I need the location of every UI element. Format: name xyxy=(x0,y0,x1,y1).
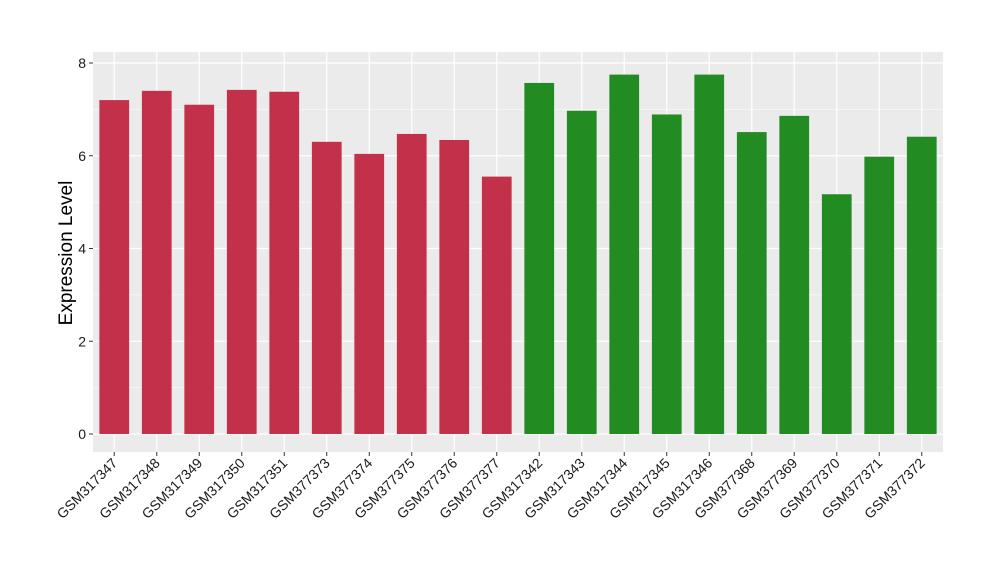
bar-GSM377375 xyxy=(396,133,427,435)
y-axis-title: Expression Level xyxy=(56,181,77,326)
bar-GSM317342 xyxy=(524,82,555,434)
y-tick-label: 4 xyxy=(78,241,86,257)
bar-GSM317346 xyxy=(694,74,725,434)
bar-GSM317345 xyxy=(651,114,682,434)
y-tick-label: 8 xyxy=(78,55,86,71)
bar-GSM317351 xyxy=(269,91,300,434)
bar-GSM317350 xyxy=(226,89,257,435)
y-axis: 0 2 4 6 8 xyxy=(78,55,93,442)
bar-GSM317347 xyxy=(99,100,130,434)
bar-GSM377369 xyxy=(779,115,810,435)
bar-GSM377370 xyxy=(821,194,852,434)
bar-GSM377377 xyxy=(481,176,512,434)
bar-GSM317344 xyxy=(609,74,640,434)
plot-panel xyxy=(93,52,943,452)
bar-GSM317348 xyxy=(141,90,172,434)
bar-GSM377376 xyxy=(439,139,470,435)
bar-GSM317343 xyxy=(566,110,597,435)
bar-GSM377373 xyxy=(311,141,342,434)
bar-GSM377372 xyxy=(906,136,937,434)
bar-GSM377371 xyxy=(864,156,895,435)
y-tick-label: 6 xyxy=(78,148,86,164)
x-axis: GSM317347GSM317348GSM317349GSM317350GSM3… xyxy=(53,452,928,522)
y-tick-label: 2 xyxy=(78,333,86,349)
bar-GSM377374 xyxy=(354,153,385,434)
bars xyxy=(99,74,937,435)
bar-GSM317349 xyxy=(184,104,215,435)
bar-GSM377368 xyxy=(736,132,767,434)
y-tick-label: 0 xyxy=(78,426,86,442)
